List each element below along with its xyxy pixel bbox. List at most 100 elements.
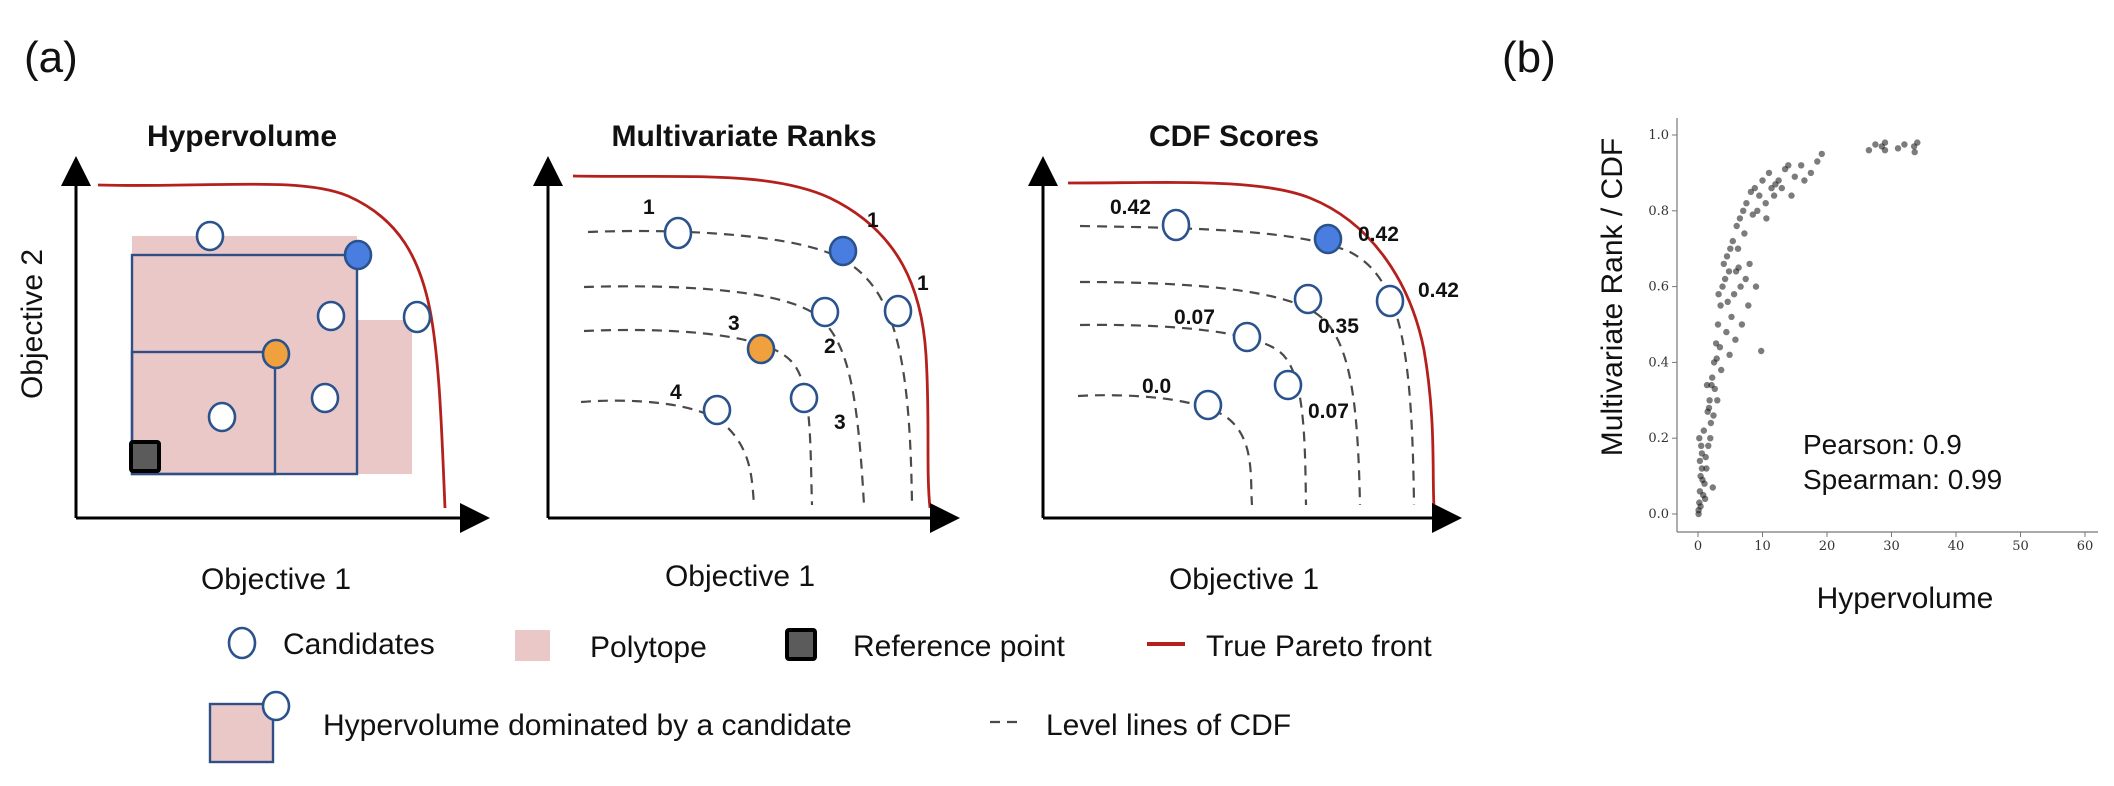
legend: Candidates Polytope Reference point True… bbox=[208, 626, 1432, 764]
y-tick-label: 0.8 bbox=[1648, 204, 1669, 219]
scatter-point bbox=[1798, 162, 1805, 169]
scatter-point bbox=[1695, 510, 1702, 518]
legend-level-label: Level lines of CDF bbox=[1046, 709, 1291, 742]
rank-label: 3 bbox=[834, 411, 846, 434]
scatter-point bbox=[1696, 435, 1703, 442]
cdf-label: 0.42 bbox=[1358, 223, 1399, 246]
level-line bbox=[1079, 280, 1362, 506]
y-tick-label: 0.0 bbox=[1648, 507, 1669, 522]
candidate bbox=[1232, 321, 1262, 353]
scatter-ticks: 0 10 20 30 40 50 60 0.0 0.2 0.4 0.6 0.8 1.0 bbox=[1648, 128, 2093, 554]
legend-polytope-label: Polytope bbox=[590, 631, 707, 664]
scatter-point bbox=[1745, 302, 1752, 309]
scatter-point bbox=[1724, 298, 1731, 305]
scatter-point bbox=[1759, 177, 1766, 184]
level-line bbox=[587, 229, 914, 506]
scatter-point bbox=[1718, 366, 1725, 374]
hypervolume-ylabel: Objective 2 bbox=[16, 249, 49, 399]
legend-pareto-label: True Pareto front bbox=[1206, 630, 1432, 663]
rank-label: 1 bbox=[643, 196, 655, 219]
y-tick-label: 1.0 bbox=[1648, 128, 1669, 143]
scatter-point bbox=[1752, 283, 1760, 290]
scatter-point bbox=[1865, 147, 1873, 154]
candidate bbox=[1193, 389, 1223, 421]
scatter-panel: 0 10 20 30 40 50 60 0.0 0.2 0.4 0.6 0.8 1.0 Pearson:… bbox=[1596, 118, 2098, 615]
scatter-point bbox=[1732, 336, 1739, 343]
candidate bbox=[789, 382, 819, 414]
scatter-point bbox=[1737, 283, 1744, 290]
scatter-point bbox=[1736, 215, 1744, 222]
scatter-point bbox=[1727, 245, 1734, 252]
scatter-point bbox=[1751, 184, 1759, 192]
candidate bbox=[195, 220, 225, 252]
scatter-point bbox=[1763, 215, 1770, 222]
scatter-point bbox=[1785, 162, 1792, 169]
pareto-front bbox=[572, 174, 932, 509]
panel-label-b: (b) bbox=[1502, 33, 1556, 82]
scatter-point bbox=[1733, 222, 1740, 230]
scatter-point bbox=[1756, 192, 1763, 199]
scatter-point bbox=[1768, 184, 1775, 192]
scatter-point bbox=[1721, 275, 1729, 283]
scatter-point bbox=[1770, 192, 1778, 199]
scatter-point bbox=[1703, 381, 1711, 389]
pareto-front bbox=[1067, 181, 1436, 509]
scatter-point bbox=[1729, 237, 1737, 245]
scatter-point bbox=[1881, 147, 1889, 154]
legend-reference-label: Reference point bbox=[853, 630, 1065, 663]
scatter-spearman: Spearman: 0.99 bbox=[1803, 464, 2002, 495]
rank-label: 3 bbox=[728, 312, 740, 335]
rank-label: 1 bbox=[867, 209, 879, 232]
scatter-point bbox=[1741, 230, 1748, 237]
rank-label: 2 bbox=[824, 335, 836, 358]
candidate-highlight bbox=[261, 338, 291, 370]
scatter-points bbox=[1695, 139, 1921, 518]
rank-label: 4 bbox=[670, 381, 682, 404]
scatter-point bbox=[1698, 442, 1705, 449]
legend-reference-marker bbox=[785, 628, 817, 661]
cdf-label: 0.0 bbox=[1142, 375, 1171, 398]
scatter-point bbox=[1730, 291, 1738, 298]
scatter-point bbox=[1714, 321, 1722, 328]
scatter-point bbox=[1778, 184, 1786, 192]
x-tick-label: 20 bbox=[1819, 539, 1836, 554]
scatter-point bbox=[1911, 148, 1918, 156]
scatter-point bbox=[1705, 404, 1713, 412]
legend-candidate-marker bbox=[227, 626, 257, 660]
scatter-point bbox=[1703, 465, 1710, 472]
scatter-point bbox=[1700, 427, 1708, 434]
scatter-ylabel: Multivariate Rank / CDF bbox=[1596, 138, 1629, 456]
cdf-xlabel: Objective 1 bbox=[1169, 563, 1319, 596]
scatter-point bbox=[1754, 207, 1761, 214]
scatter-point bbox=[1705, 442, 1712, 449]
candidate bbox=[310, 382, 340, 414]
scatter-point bbox=[1709, 484, 1717, 491]
scatter-point bbox=[1801, 177, 1808, 184]
scatter-point bbox=[1728, 313, 1735, 321]
scatter-point bbox=[1894, 145, 1902, 152]
y-tick-label: 0.4 bbox=[1648, 355, 1669, 370]
scatter-point bbox=[1706, 397, 1713, 404]
scatter-point bbox=[1758, 347, 1765, 355]
scatter-point bbox=[1698, 465, 1706, 472]
scatter-point bbox=[1701, 495, 1709, 502]
scatter-point bbox=[1791, 173, 1799, 180]
scatter-point bbox=[1762, 200, 1769, 207]
scatter-point bbox=[1740, 207, 1747, 214]
legend-candidates-label: Candidates bbox=[283, 628, 435, 661]
candidate bbox=[1375, 284, 1405, 318]
reference-point bbox=[129, 440, 161, 473]
scatter-point bbox=[1807, 169, 1815, 177]
legend-dominated-candidate bbox=[261, 690, 291, 722]
scatter-point bbox=[1818, 150, 1826, 158]
hypervolume-panel: Hypervolume Objective 1 Objective 2 bbox=[16, 120, 490, 596]
scatter-point bbox=[1738, 321, 1746, 328]
cdf-title: CDF Scores bbox=[1149, 120, 1319, 153]
panel-label-a: (a) bbox=[24, 33, 78, 82]
candidate-highlight bbox=[746, 333, 776, 365]
scatter-point bbox=[1723, 328, 1730, 336]
level-line bbox=[1077, 394, 1254, 506]
hypervolume-xlabel: Objective 1 bbox=[201, 563, 351, 596]
candidate bbox=[402, 300, 432, 334]
